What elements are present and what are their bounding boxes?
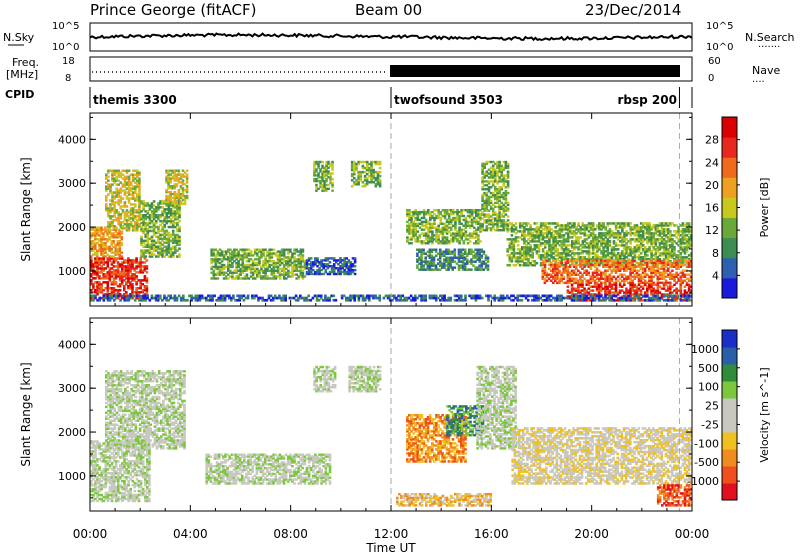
nave-dots: ···· [752,77,765,88]
power-panel: 1000 2000 3000 4000 Slant Range [km] 4 8 12 16 20… [19,112,771,307]
nsky-tick-top: 10^5 [52,21,79,32]
colorbar-tick-label: 500 [698,362,719,375]
y-tick-label: 3000 [58,177,86,190]
cpid-segment-label: twofsound 3503 [394,93,503,107]
data-region [406,209,482,245]
data-region [313,160,334,192]
colorbar-tick-label: 100 [698,381,719,394]
data-region [313,365,337,393]
data-region [406,414,467,463]
x-tick-label: 00:00 [675,527,710,541]
cpid-label: CPID [5,88,34,101]
data-region [506,222,693,267]
colorbar-tick-label: 20 [705,179,719,192]
data-region [541,259,693,285]
colorbar-tick-label: 24 [705,156,719,169]
y-tick-label: 1000 [58,265,86,278]
freq-tick-bottom: 8 [65,73,71,84]
data-region [416,248,490,271]
colorbar-tick-label: 25 [705,400,719,413]
data-region [140,200,181,258]
colorbar-tick-label: -100 [694,437,719,450]
colorbar-tick-label: 16 [705,202,719,215]
data-region [348,365,382,393]
cpid-segment-label: rbsp 200 [617,93,676,107]
colorbar: 4 8 12 16 20 24 28 Power [dB] [705,116,771,299]
nsearch-tick-top: 10^5 [706,21,733,32]
freq-tick-top: 18 [62,56,75,67]
cpid-panel: themis 3300 twofsound 3503 rbsp 200 [89,87,693,108]
colorbar-label: Velocity [m s^-1] [758,367,771,462]
data-region [165,169,189,206]
x-tick-label: 08:00 [273,527,308,541]
x-tick-label: 04:00 [173,527,208,541]
nsky-label: N.Sky [3,31,35,44]
nsearch-label: N.Search [745,31,795,44]
colorbar-tick-label: 1000 [691,343,719,356]
nave-tick-top: 60 [708,56,721,67]
data-region [90,294,693,302]
data-region [105,370,186,450]
y-tick-label: 4000 [58,133,86,146]
nsky-tick-bottom: 10^0 [52,42,79,53]
colorbar-tick-label: 12 [705,224,719,237]
y-tick-label: 4000 [58,338,86,351]
data-region [511,427,693,485]
station-title: Prince George (fitACF) [90,1,256,19]
y-axis-label: Slant Range [km] [19,157,33,261]
data-region [305,257,357,276]
data-region [656,484,693,507]
data-region [350,160,382,188]
x-tick-label: 00:00 [73,527,108,541]
date-title: 23/Dec/2014 [585,1,681,19]
freq-unit: [MHz] [6,68,38,81]
time-axis: 00:00 04:00 08:00 12:00 16:00 20:00 00:00 [73,113,710,541]
nave-tick-bottom: 0 [708,73,714,84]
freq-label: Freq. [12,56,39,69]
nave-block [390,65,680,77]
data-region [205,453,332,485]
beam-title: Beam 00 [355,1,422,19]
colorbar-tick-label: -1000 [687,475,719,488]
colorbar-label: Power [dB] [758,178,771,238]
x-tick-label: 12:00 [374,527,409,541]
x-tick-label: 20:00 [574,527,609,541]
data-region [210,248,307,280]
cpid-segment-label: themis 3300 [93,93,177,107]
xaxis-label: Time UT [365,541,416,554]
y-tick-label: 3000 [58,382,86,395]
data-region [396,493,492,507]
colorbar-tick-label: 4 [712,269,719,282]
nsearch-dots: ······· [758,42,780,53]
freq-panel [89,56,693,82]
colorbar-tick-label: 8 [712,247,719,260]
colorbar-tick-label: -500 [694,456,719,469]
y-tick-label: 2000 [58,221,86,234]
data-region [105,169,141,232]
nsearch-tick-bottom: 10^0 [706,42,733,53]
colorbar-tick-label: -25 [701,418,719,431]
nsky-trace [89,32,693,42]
y-tick-label: 1000 [58,470,86,483]
colorbar-tick-label: 28 [705,134,719,147]
colorbar: 1000 500 100 25 -25 -100 -500 -1000 Velocity [m … [687,329,771,501]
nave-label: Nave [752,64,780,77]
data-region [90,226,124,258]
y-tick-label: 2000 [58,426,86,439]
x-tick-label: 16:00 [474,527,509,541]
y-axis-label: Slant Range [km] [19,362,33,466]
